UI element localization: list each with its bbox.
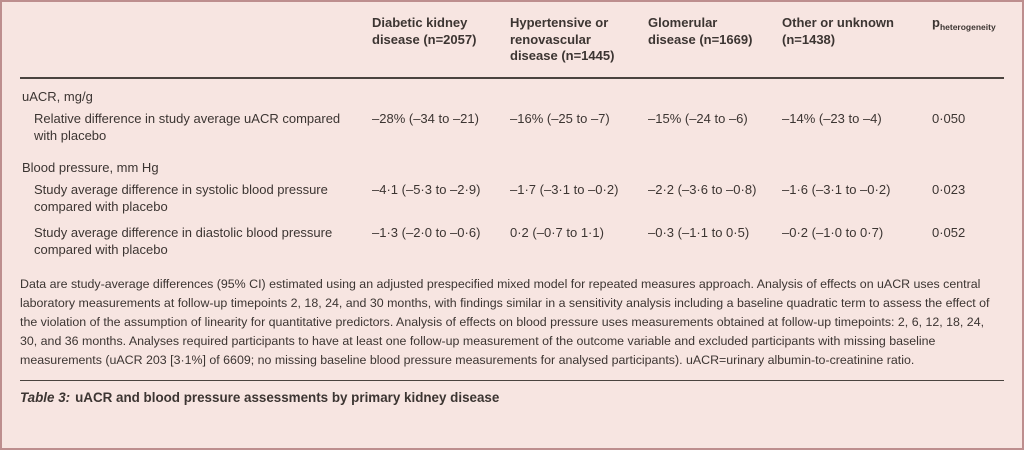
header-spacer — [20, 2, 372, 25]
column-header-hypertensive: Hypertensive or renovascular disease (n=… — [510, 15, 615, 63]
value-cell: –15% (–24 to –6) — [648, 110, 748, 126]
p-symbol: p — [932, 15, 940, 30]
column-header-p-heterogeneity: pheterogeneity — [932, 2, 1012, 42]
table-row-uacr-relative-difference: Relative difference in study average uAC… — [20, 107, 1004, 150]
value-cell: –28% (–34 to –21) — [372, 110, 479, 126]
column-header-diabetic: Diabetic kidney disease (n=2057) — [372, 15, 477, 47]
value-cell: –1·3 (–2·0 to –0·6) — [372, 224, 481, 240]
table-caption-title: uACR and blood pressure assessments by p… — [75, 390, 500, 406]
table-header-row: Diabetic kidney disease (n=2057) Hyperte… — [20, 2, 1004, 77]
row-label: Relative difference in study average uAC… — [34, 110, 341, 144]
section-header-blood-pressure: Blood pressure, mm Hg — [22, 159, 159, 175]
row-label: Study average difference in systolic blo… — [34, 181, 328, 215]
table-row-systolic-difference: Study average difference in systolic blo… — [20, 178, 1004, 221]
column-header-other: Other or unknown (n=1438) — [782, 15, 894, 47]
table-footnote: Data are study-average differences (95% … — [20, 276, 990, 368]
value-cell: –0·3 (–1·1 to 0·5) — [648, 224, 750, 240]
table-row-diastolic-difference: Study average difference in diastolic bl… — [20, 221, 1004, 264]
header-rule — [20, 77, 1004, 79]
value-cell: –2·2 (–3·6 to –0·8) — [648, 181, 757, 197]
table-caption: Table 3: uACR and blood pressure assessme… — [20, 381, 1004, 407]
p-value-cell: 0·050 — [932, 110, 966, 126]
value-cell: –1·7 (–3·1 to –0·2) — [510, 181, 619, 197]
p-value-cell: 0·023 — [932, 181, 966, 197]
value-cell: –1·6 (–3·1 to –0·2) — [782, 181, 891, 197]
p-value-cell: 0·052 — [932, 224, 966, 240]
column-header-glomerular: Glomerular disease (n=1669) — [648, 15, 753, 47]
section-header-uacr: uACR, mg/g — [22, 88, 93, 104]
value-cell: 0·2 (–0·7 to 1·1) — [510, 224, 604, 240]
row-label: Study average difference in diastolic bl… — [34, 224, 333, 258]
value-cell: –14% (–23 to –4) — [782, 110, 882, 126]
value-cell: –4·1 (–5·3 to –2·9) — [372, 181, 481, 197]
caption-rule — [20, 379, 1004, 382]
table-caption-number: Table 3: — [20, 390, 71, 406]
p-subscript: heterogeneity — [939, 22, 996, 32]
value-cell: –16% (–25 to –7) — [510, 110, 610, 126]
value-cell: –0·2 (–1·0 to 0·7) — [782, 224, 884, 240]
